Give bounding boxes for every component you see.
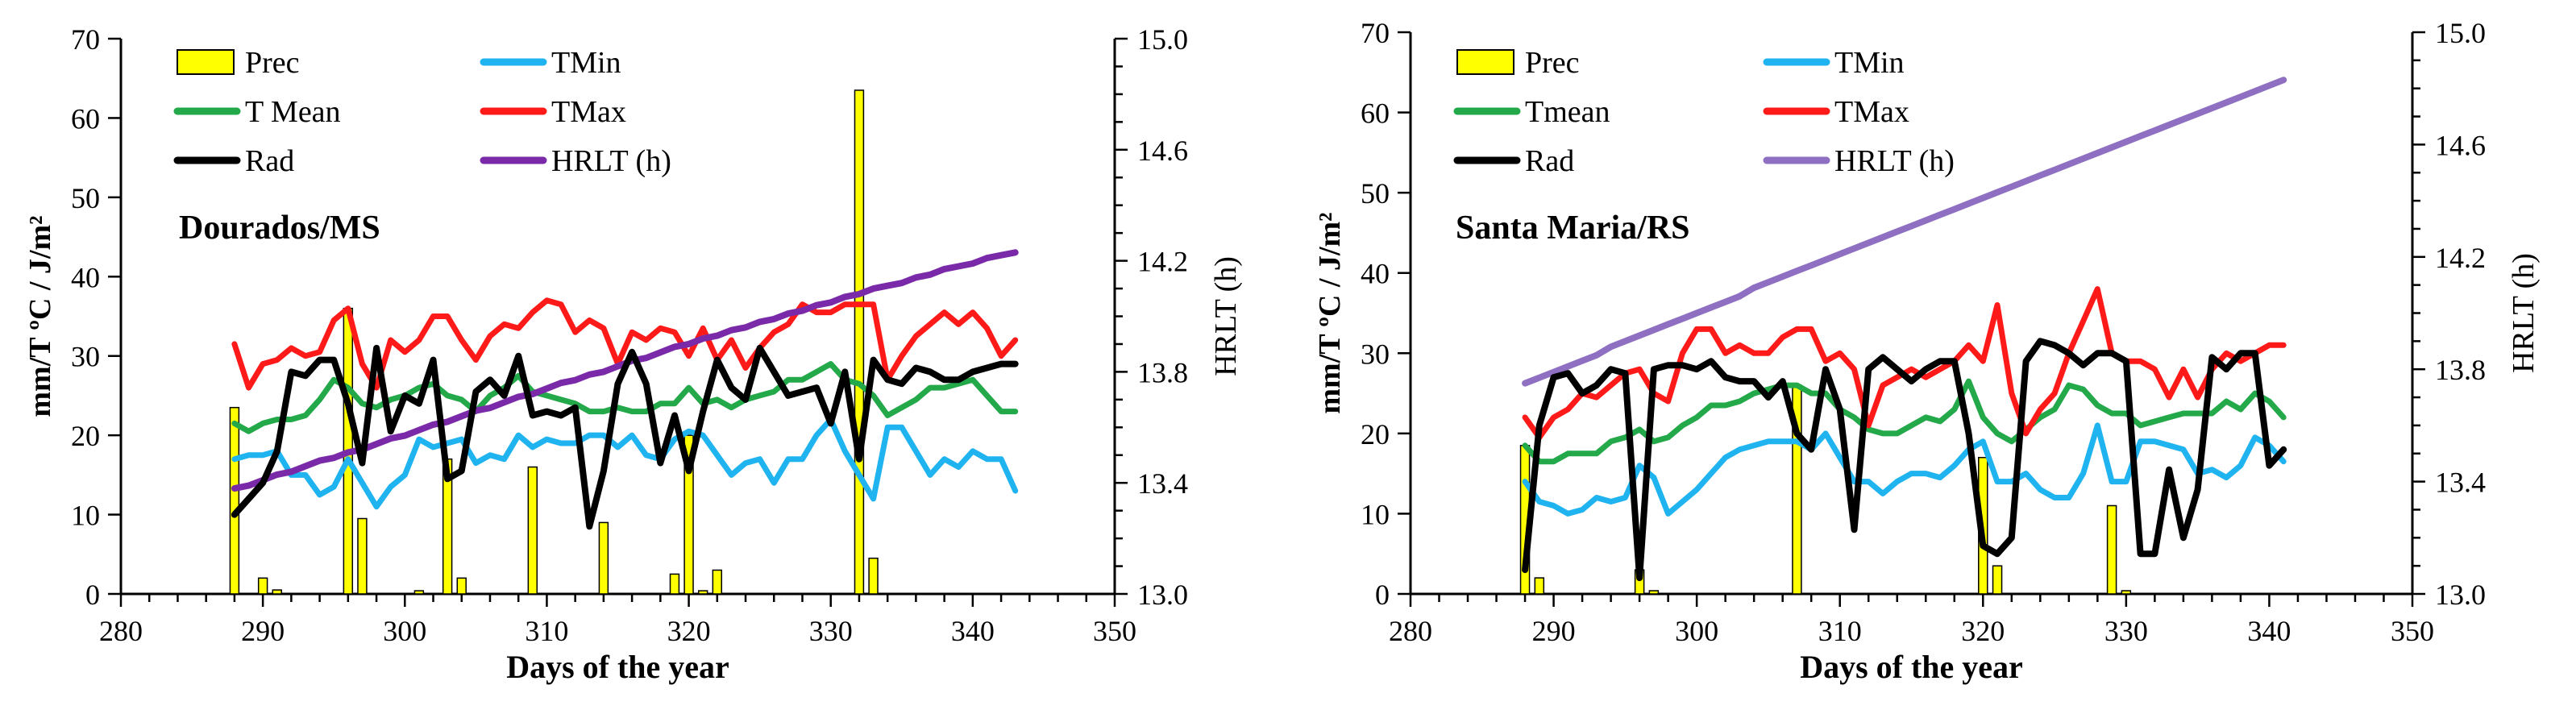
y-left-tick-label: 60	[1361, 98, 1390, 130]
legend-label-rad: Rad	[245, 144, 294, 178]
legend-label-tmax: TMax	[551, 95, 626, 129]
prec-bar	[683, 434, 694, 595]
x-tick-label: 340	[2247, 615, 2291, 647]
x-axis-title: Days of the year	[506, 649, 729, 685]
y-right-tick-label: 13.8	[1137, 356, 1188, 388]
y-left-tick-label: 40	[71, 261, 100, 293]
prec-bar	[669, 573, 680, 595]
x-tick-label: 320	[667, 615, 711, 647]
y-right-tick-label: 13.0	[1137, 579, 1188, 611]
chart-panel-1: 280 290 300 310 320 330 340 350 0 10 20 30 40 50 60 70 1…	[23, 23, 1243, 685]
y-axis-right-title: HRLT (h)	[2507, 253, 2541, 373]
chart-panel-2: 280 290 300 310 320 330 340 350 0 10 20 30 40 50 60 70 1…	[1313, 17, 2541, 685]
prec-bar	[712, 569, 723, 595]
y-right-tick-label: 13.4	[1137, 467, 1188, 500]
x-tick-label: 350	[2391, 615, 2434, 647]
y-right-tick-label: 13.8	[2435, 354, 2486, 386]
x-tick-label: 280	[1389, 615, 1432, 647]
y-right-tick-label: 14.6	[2435, 129, 2486, 161]
y-right-tick-label: 14.2	[2435, 242, 2486, 274]
x-tick-label: 330	[809, 615, 853, 647]
prec-bar	[413, 590, 425, 595]
x-tick-label: 280	[99, 615, 143, 647]
y-left-tick-label: 20	[1361, 418, 1390, 450]
y-right-tick-label: 14.6	[1137, 135, 1188, 167]
prec-bar	[1648, 590, 1660, 595]
prec-bar	[598, 521, 609, 595]
y-left-tick-label: 30	[1361, 338, 1390, 370]
prec-bar	[357, 517, 368, 595]
legend-swatch-prec	[177, 49, 235, 75]
legend-label-hrlt: HRLT (h)	[1834, 144, 1955, 178]
legend-label-prec: Prec	[245, 46, 300, 80]
prec-bar	[257, 577, 268, 595]
tmin-series-line	[231, 417, 1019, 510]
legend-label-hrlt: HRLT (h)	[551, 144, 671, 178]
prec-bar	[272, 589, 282, 595]
legend-label-prec: Prec	[1525, 46, 1580, 80]
legend-label-tmin: TMin	[1834, 46, 1905, 80]
y-right-tick-label: 15.0	[1137, 23, 1188, 56]
hrlt-series-line	[1522, 77, 2287, 387]
prec-bar	[1534, 577, 1545, 595]
prec-bar	[2106, 504, 2117, 595]
prec-bar	[868, 557, 879, 595]
y-left-tick-label: 0	[85, 579, 100, 611]
y-axis-left-title: mm/T ºC / J/m²	[23, 215, 57, 417]
y-left-tick-label: 20	[71, 420, 100, 452]
x-tick-label: 310	[525, 615, 568, 647]
x-tick-label: 330	[2104, 615, 2148, 647]
prec-bar	[1992, 565, 2003, 595]
y-right-tick-label: 14.2	[1137, 246, 1188, 278]
x-tick-label: 340	[951, 615, 995, 647]
x-tick-label: 350	[1093, 615, 1136, 647]
y-left-tick-label: 50	[71, 182, 100, 214]
y-right-tick-label: 13.0	[2435, 579, 2486, 611]
y-left-tick-label: 50	[1361, 177, 1390, 210]
y-left-tick-label: 70	[1361, 17, 1390, 49]
prec-bar	[456, 577, 467, 595]
y-left-tick-label: 70	[71, 23, 100, 56]
tmax-series-line	[231, 297, 1019, 391]
prec-bar	[527, 466, 538, 595]
y-left-tick-label: 0	[1375, 579, 1390, 611]
y-right-tick-label: 13.4	[2435, 467, 2486, 499]
prec-bar	[229, 406, 240, 595]
station-label: Santa Maria/RS	[1456, 210, 1690, 247]
prec-bar	[697, 590, 708, 595]
x-axis-title: Days of the year	[1800, 649, 2023, 685]
y-left-tick-label: 60	[71, 102, 100, 135]
x-tick-label: 320	[1961, 615, 2005, 647]
legend-label-rad: Rad	[1525, 144, 1574, 178]
x-tick-label: 300	[383, 615, 426, 647]
y-left-tick-label: 10	[71, 500, 100, 532]
legend-label-tmax: TMax	[1834, 95, 1909, 129]
tmean-series-line	[231, 361, 1019, 434]
rad-series-line	[1522, 338, 2287, 582]
prec-bar	[854, 89, 865, 595]
x-tick-label: 290	[241, 615, 285, 647]
x-tick-label: 290	[1532, 615, 1576, 647]
legend-label-tmean: T Mean	[245, 95, 341, 129]
legend-swatch-prec	[1456, 49, 1514, 75]
tmin-series-line	[1522, 422, 2287, 517]
rad-series-line	[231, 344, 1019, 530]
y-right-tick-label: 15.0	[2435, 17, 2486, 49]
station-label: Dourados/MS	[179, 210, 380, 247]
y-axis-left-title: mm/T ºC / J/m²	[1313, 212, 1347, 413]
y-left-tick-label: 40	[1361, 258, 1390, 290]
y-axis-right-title: HRLT (h)	[1209, 256, 1243, 376]
prec-bar	[2121, 590, 2132, 595]
x-tick-label: 310	[1818, 615, 1862, 647]
x-tick-label: 300	[1675, 615, 1718, 647]
legend-label-tmin: TMin	[551, 46, 621, 80]
y-left-tick-label: 10	[1361, 498, 1390, 530]
legend-label-tmean: Tmean	[1525, 95, 1610, 129]
y-left-tick-label: 30	[71, 341, 100, 373]
